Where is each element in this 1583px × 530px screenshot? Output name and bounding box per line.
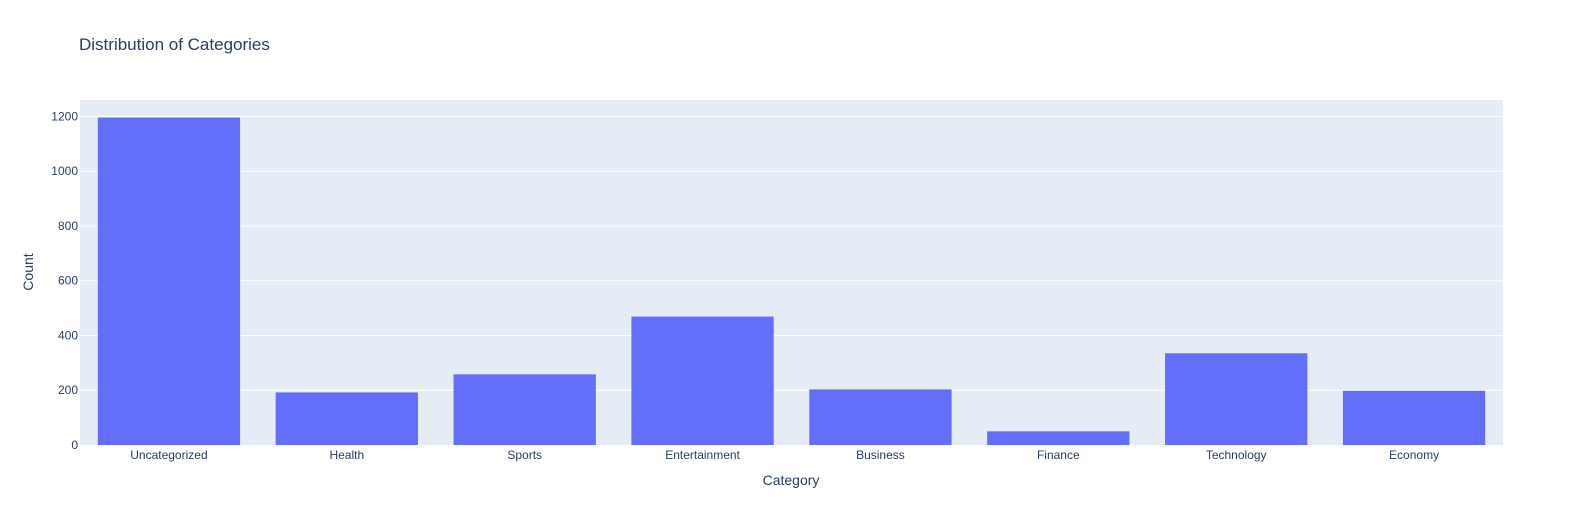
bar-business[interactable]: [809, 389, 952, 445]
y-tick-label: 600: [58, 274, 78, 288]
y-axis-ticks: 0 200 400 600 800 1000 1200: [51, 109, 78, 452]
x-tick-label: Entertainment: [665, 448, 740, 462]
y-tick-label: 1200: [51, 109, 78, 123]
chart-title: Distribution of Categories: [79, 35, 270, 54]
y-tick-label: 0: [71, 438, 78, 452]
bars: [97, 117, 1486, 446]
bar-technology[interactable]: [1165, 353, 1308, 445]
x-tick-label: Economy: [1389, 448, 1439, 462]
y-tick-label: 1000: [51, 164, 78, 178]
x-tick-label: Uncategorized: [130, 448, 207, 462]
bar-uncategorized[interactable]: [97, 117, 241, 446]
x-tick-label: Business: [856, 448, 905, 462]
x-axis-ticks: Uncategorized Health Sports Entertainment Bu…: [130, 448, 1439, 462]
x-tick-label: Sports: [507, 448, 542, 462]
bar-health[interactable]: [275, 392, 418, 445]
bar-economy[interactable]: [1342, 390, 1486, 445]
y-axis-title: Count: [20, 253, 36, 290]
y-tick-label: 400: [58, 328, 78, 342]
x-tick-label: Health: [329, 448, 364, 462]
x-axis-title: Category: [763, 472, 820, 488]
y-tick-label: 200: [58, 383, 78, 397]
y-tick-label: 800: [58, 219, 78, 233]
x-tick-label: Technology: [1206, 448, 1267, 462]
bar-sports[interactable]: [453, 374, 596, 445]
gridlines: [80, 115, 1503, 391]
bar-entertainment[interactable]: [631, 316, 774, 445]
x-tick-label: Finance: [1037, 448, 1080, 462]
bar-finance[interactable]: [987, 431, 1130, 445]
